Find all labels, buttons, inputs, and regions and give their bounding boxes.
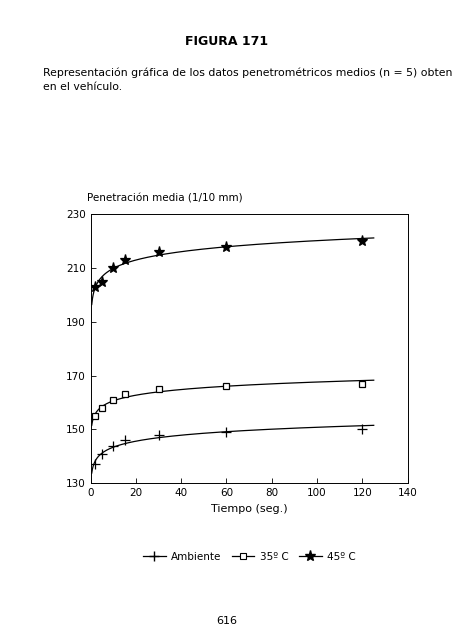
Text: 616: 616	[216, 616, 237, 626]
Text: en el vehículo.: en el vehículo.	[43, 82, 122, 92]
Text: FIGURA 171: FIGURA 171	[185, 35, 268, 48]
Text: Penetración media (1/10 mm): Penetración media (1/10 mm)	[87, 194, 243, 204]
X-axis label: Tiempo (seg.): Tiempo (seg.)	[211, 504, 288, 514]
Legend: Ambiente, 35º C, 45º C: Ambiente, 35º C, 45º C	[139, 548, 360, 566]
Text: Representación gráfica de los datos penetrométricos medios (n = 5) obtenidos: Representación gráfica de los datos pene…	[43, 67, 453, 77]
